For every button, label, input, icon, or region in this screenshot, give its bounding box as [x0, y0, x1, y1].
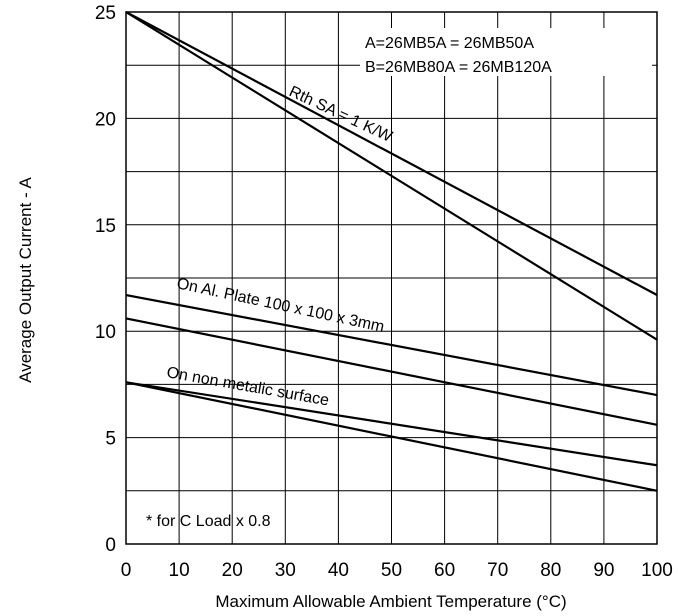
y-axis-label: Average Output Current - A [16, 176, 35, 382]
x-tick-label: 100 [641, 560, 673, 581]
x-tick-label: 10 [169, 560, 190, 581]
x-tick-label: 50 [381, 560, 402, 581]
series-line-5 [125, 381, 658, 467]
grid [125, 11, 658, 545]
x-tick-label: 40 [328, 560, 349, 581]
y-tick-label: 10 [95, 322, 116, 343]
x-tick-label: 80 [540, 560, 561, 581]
y-tick-label: 5 [105, 429, 116, 450]
series-line-1 [125, 11, 658, 296]
annotation-nonmetal: On non metalic surface [165, 364, 330, 409]
tick-labels: 0 10 20 30 40 50 60 70 80 90 100 0 5 10 15 20 25 [95, 3, 673, 581]
x-tick-label: 0 [121, 560, 132, 581]
y-tick-label: 20 [95, 109, 116, 130]
series-layer [125, 11, 658, 492]
legend-line-a: A=26MB5A = 26MB50A [365, 35, 534, 52]
annotation-footnote: * for C Load x 0.8 [146, 513, 271, 530]
series-line-3 [125, 293, 658, 397]
series-line-2 [125, 11, 658, 341]
y-tick-label: 0 [105, 535, 116, 556]
x-axis-label: Maximum Allowable Ambient Temperature (°… [215, 592, 566, 611]
annotation-rth: Rth SA = 1 K/W [286, 83, 395, 146]
y-tick-label: 25 [95, 3, 116, 24]
x-tick-label: 20 [222, 560, 243, 581]
y-tick-label: 15 [95, 216, 116, 237]
x-tick-label: 60 [434, 560, 455, 581]
legend-box [360, 28, 652, 76]
series-line-4 [125, 317, 658, 426]
x-tick-label: 70 [487, 560, 508, 581]
legend-line-b: B=26MB80A = 26MB120A [365, 59, 552, 76]
annotation-plate: On Al. Plate 100 x 100 x 3mm [175, 275, 386, 336]
plot-frame [125, 11, 658, 545]
series-line-6 [125, 381, 658, 492]
x-tick-label: 30 [275, 560, 296, 581]
x-tick-label: 90 [593, 560, 614, 581]
